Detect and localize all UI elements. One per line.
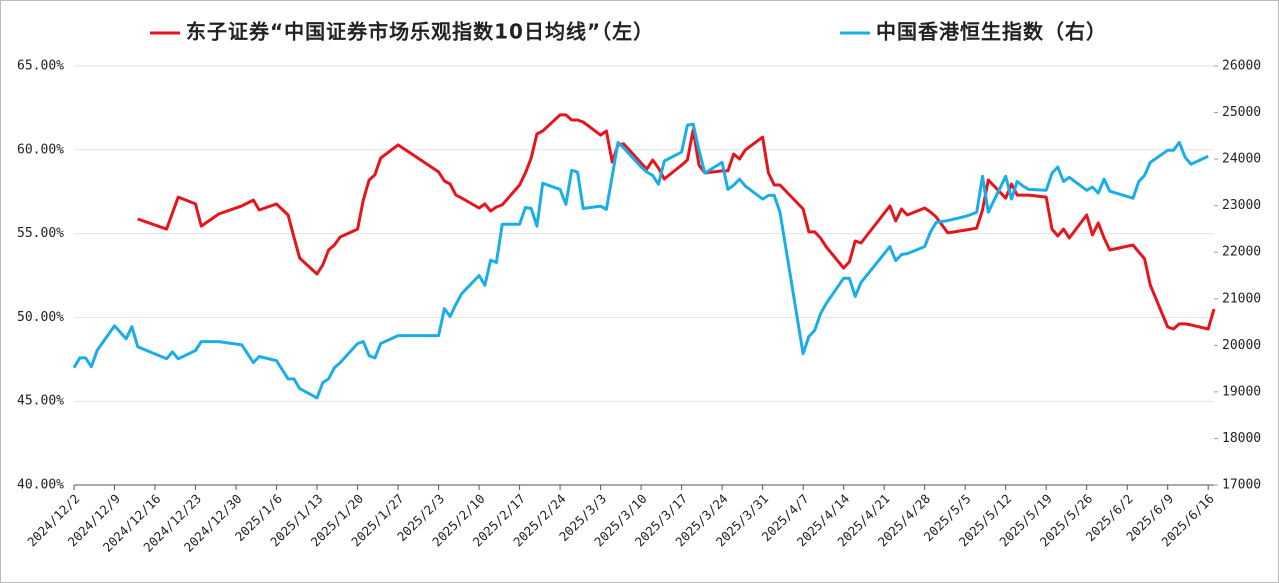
y-tick-label: 45.00% [17, 394, 64, 409]
y-tick-label: 55.00% [17, 226, 64, 241]
y2-tick-label: 24000 [1222, 152, 1261, 167]
y2-tick-label: 19000 [1222, 384, 1261, 399]
y2-tick-label: 23000 [1222, 198, 1261, 213]
y2-tick-label: 25000 [1222, 105, 1261, 120]
y2-tick-label: 26000 [1222, 59, 1261, 74]
y2-tick-label: 20000 [1222, 338, 1261, 353]
y-tick-label: 50.00% [17, 310, 64, 325]
y-tick-label: 40.00% [17, 478, 64, 493]
y2-tick-label: 21000 [1222, 291, 1261, 306]
series-line [137, 113, 1216, 331]
series-line [72, 122, 1209, 400]
y-tick-label: 60.00% [17, 142, 64, 157]
legend-label: 中国香港恒生指数（右） [876, 20, 1107, 44]
y2-tick-label: 22000 [1222, 245, 1261, 260]
y2-tick-label: 18000 [1222, 431, 1261, 446]
y2-tick-label: 17000 [1222, 478, 1261, 493]
legend-label: 东子证券“中国证券市场乐观指数10日均线”（左） [186, 20, 654, 44]
y-tick-label: 65.00% [17, 59, 64, 74]
